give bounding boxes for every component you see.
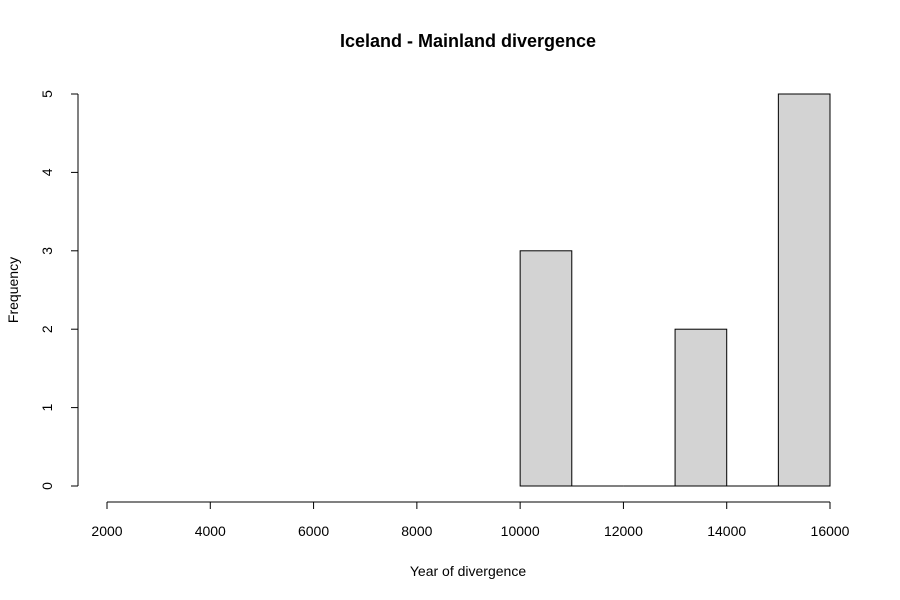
x-axis: 2000 4000 6000 8000 10000 12000 14000 16000 bbox=[91, 501, 850, 539]
y-tick-label: 3 bbox=[39, 247, 55, 255]
x-tick-label: 4000 bbox=[195, 523, 226, 539]
y-tick-label: 4 bbox=[39, 168, 55, 176]
x-tick-label: 10000 bbox=[501, 523, 540, 539]
bars-group bbox=[519, 93, 831, 487]
y-axis: 0 1 2 3 4 5 bbox=[39, 90, 79, 490]
y-tick-label: 5 bbox=[39, 90, 55, 98]
x-tick-label: 12000 bbox=[604, 523, 643, 539]
histogram-bar bbox=[777, 93, 831, 487]
chart-title: Iceland - Mainland divergence bbox=[340, 31, 596, 51]
x-tick-label: 2000 bbox=[91, 523, 122, 539]
histogram-bar bbox=[674, 328, 728, 487]
x-tick-label: 14000 bbox=[707, 523, 746, 539]
y-tick-label: 1 bbox=[39, 403, 55, 411]
x-tick-label: 8000 bbox=[401, 523, 432, 539]
y-tick-label: 0 bbox=[39, 482, 55, 490]
histogram-bar bbox=[519, 250, 573, 487]
x-axis-label: Year of divergence bbox=[410, 563, 526, 579]
y-tick-label: 2 bbox=[39, 325, 55, 333]
x-tick-label: 6000 bbox=[298, 523, 329, 539]
x-tick-label: 16000 bbox=[811, 523, 850, 539]
y-axis-label: Frequency bbox=[5, 257, 21, 323]
